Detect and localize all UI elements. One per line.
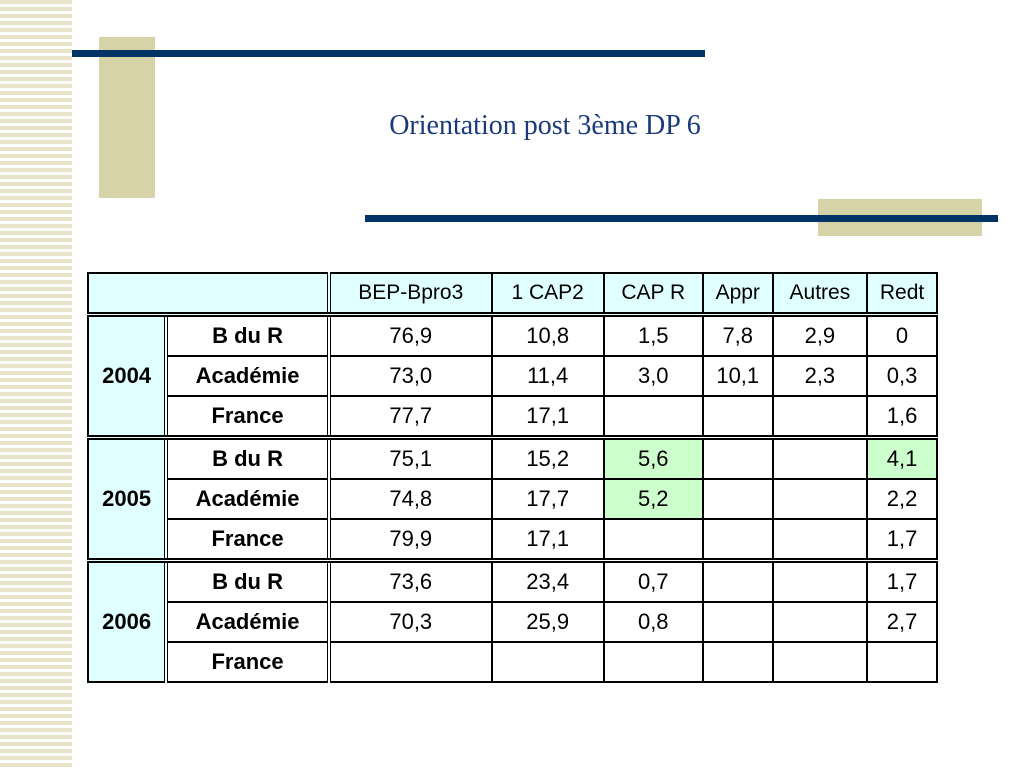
year-group: 2005 B du R 75,1 15,2 5,6 4,1 Académie 74,8 17,7… [86, 436, 938, 562]
table-row: Académie 73,0 11,4 3,0 10,1 2,3 0,3 [88, 355, 938, 397]
column-header: BEP-Bpro3 [326, 272, 493, 316]
data-cell: 11,4 [490, 355, 605, 397]
title: Orientation post 3ème DP 6 [389, 110, 701, 141]
empty-cell [701, 436, 774, 480]
table-row: Académie 74,8 17,7 5,2 2,2 [88, 478, 938, 520]
data-cell: 17,7 [490, 478, 605, 520]
row-label: B du R [165, 436, 331, 480]
empty-cell [771, 601, 869, 643]
data-cell: 15,2 [490, 436, 605, 480]
row-label: B du R [165, 313, 331, 357]
decor-block [99, 37, 155, 198]
data-cell: 77,7 [327, 395, 493, 439]
column-header: Autres [771, 272, 869, 316]
empty-cell [866, 641, 938, 683]
data-cell: 75,1 [327, 436, 493, 480]
data-cell: 73,6 [327, 559, 493, 603]
year-group: 2006 B du R 73,6 23,4 0,7 1,7 Académie 70,3 25,9… [86, 559, 938, 683]
data-cell: 0,3 [866, 355, 938, 397]
data-cell: 0 [866, 313, 938, 357]
table-row: France 79,9 17,1 1,7 [88, 518, 938, 562]
row-label: Académie [165, 601, 331, 643]
row-label: France [165, 641, 331, 683]
table-row: France 77,7 17,1 1,6 [88, 395, 938, 439]
row-label: France [165, 395, 331, 439]
year-cell: 2005 [86, 436, 169, 562]
decor-line [72, 50, 705, 57]
data-cell: 73,0 [327, 355, 493, 397]
data-cell: 1,5 [602, 313, 704, 357]
data-cell: 5,2 [602, 478, 704, 520]
data-cell: 2,2 [866, 478, 938, 520]
empty-cell [771, 478, 869, 520]
column-header: Appr [701, 272, 774, 316]
empty-cell [701, 641, 774, 683]
decor-line [365, 215, 998, 222]
data-cell: 5,6 [602, 436, 704, 480]
data-cell: 79,9 [327, 518, 493, 562]
year-cell: 2006 [86, 559, 169, 683]
empty-cell [701, 478, 774, 520]
data-cell: 10,1 [701, 355, 774, 397]
year-cell: 2004 [86, 313, 169, 439]
data-cell: 10,8 [490, 313, 605, 357]
year-group: 2004 B du R 76,9 10,8 1,5 7,8 2,9 0 Académie 73,0… [86, 313, 938, 439]
empty-cell [771, 559, 869, 603]
corner-cell [87, 272, 330, 316]
empty-cell [327, 641, 493, 683]
data-cell: 0,7 [602, 559, 704, 603]
data-cell: 0,8 [602, 601, 704, 643]
table-row: 2004 B du R 76,9 10,8 1,5 7,8 2,9 0 [86, 313, 938, 439]
data-table: BEP-Bpro3 1 CAP2 CAP R Appr Autres Redt 2004 B… [86, 272, 938, 683]
data-cell: 17,1 [490, 395, 605, 439]
data-cell: 74,8 [327, 478, 493, 520]
empty-cell [771, 395, 869, 439]
data-cell: 2,3 [771, 355, 869, 397]
data-cell: 4,1 [866, 436, 938, 480]
data-cell: 3,0 [602, 355, 704, 397]
stripe-band [0, 0, 72, 768]
empty-cell [771, 641, 869, 683]
data-cell: 17,1 [490, 518, 605, 562]
empty-cell [701, 395, 774, 439]
column-header: Redt [866, 272, 938, 316]
empty-cell [602, 518, 704, 562]
data-cell: 1,6 [866, 395, 938, 439]
empty-cell [490, 641, 605, 683]
data-cell: 70,3 [327, 601, 493, 643]
data-cell: 7,8 [701, 313, 774, 357]
data-cell: 1,7 [866, 559, 938, 603]
row-label: Académie [165, 355, 331, 397]
row-label: Académie [165, 478, 331, 520]
data-cell: 23,4 [490, 559, 605, 603]
empty-cell [771, 518, 869, 562]
table-row: Académie 70,3 25,9 0,8 2,7 [88, 601, 938, 643]
data-cell: 2,9 [771, 313, 869, 357]
table-row: France [88, 641, 938, 683]
row-label: France [165, 518, 331, 562]
column-header: 1 CAP2 [490, 272, 605, 316]
empty-cell [602, 641, 704, 683]
data-cell: 25,9 [490, 601, 605, 643]
empty-cell [701, 518, 774, 562]
empty-cell [701, 559, 774, 603]
empty-cell [602, 395, 704, 439]
column-header: CAP R [602, 272, 704, 316]
row-label: B du R [165, 559, 331, 603]
data-cell: 76,9 [327, 313, 493, 357]
data-cell: 1,7 [866, 518, 938, 562]
table-row: 2006 B du R 73,6 23,4 0,7 1,7 [86, 559, 938, 683]
table-row: 2005 B du R 75,1 15,2 5,6 4,1 [86, 436, 938, 562]
empty-cell [771, 436, 869, 480]
empty-cell [701, 601, 774, 643]
data-cell: 2,7 [866, 601, 938, 643]
